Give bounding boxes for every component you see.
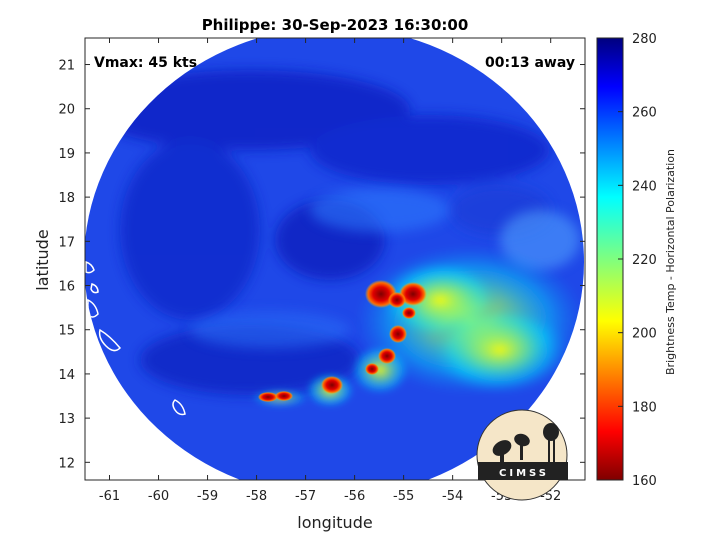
cimss-logo: CIMSS (476, 409, 568, 501)
y-tick-label: 12 (58, 456, 75, 471)
colorbar-tick-label: 260 (632, 106, 657, 121)
map-axes: -61 -60 -59 -58 -57 -56 -55 -54 -53 -52 121314151… (58, 37, 586, 504)
y-tick-label: 20 (58, 103, 75, 118)
colorbar-tick-label: 200 (632, 327, 657, 342)
convective-cores (258, 280, 427, 402)
x-tick-label: -54 (442, 489, 463, 504)
colorbar-ticks: 160 180 200 220 240 260 280 (618, 32, 657, 489)
y-tick-label: 21 (58, 59, 75, 74)
y-tick-label: 18 (58, 191, 75, 206)
y-tick-label: 16 (58, 280, 75, 295)
chart-title: Philippe: 30-Sep-2023 16:30:00 (202, 16, 469, 34)
axes-frame (84, 37, 586, 481)
x-tick-label: -58 (246, 489, 267, 504)
cimss-logo-text: CIMSS (499, 468, 549, 479)
y-tick-label: 14 (58, 368, 75, 383)
colorbar-label: Brightness Temp - Horizontal Polarizatio… (664, 149, 677, 375)
y-tick-label: 17 (58, 235, 75, 250)
y-tick-label: 19 (58, 147, 75, 162)
x-tick-label: -57 (295, 489, 316, 504)
x-axis-label: longitude (297, 513, 372, 532)
colorbar-tick-label: 280 (632, 32, 657, 47)
vmax-label: Vmax: 45 kts (94, 55, 197, 71)
x-tick-label: -59 (197, 489, 218, 504)
brightness-temperature-swath (85, 38, 584, 480)
x-tick-label: -60 (148, 489, 169, 504)
time-offset-label: 00:13 away (485, 55, 575, 71)
y-tick-label: 13 (58, 412, 75, 427)
y-axis-label: latitude (33, 229, 52, 290)
y-tick-label: 15 (58, 324, 75, 339)
y-axis-ticks: 12 13 14 15 16 17 18 19 20 21 (58, 59, 585, 471)
colorbar-tick-label: 180 (632, 400, 657, 415)
colorbar: 160 180 200 220 240 260 280 Brightness Temp - … (596, 32, 677, 489)
x-tick-label: -61 (99, 489, 120, 504)
x-tick-label: -55 (393, 489, 414, 504)
x-tick-label: -56 (344, 489, 365, 504)
colorbar-tick-label: 240 (632, 179, 657, 194)
colorbar-tick-label: 220 (632, 253, 657, 268)
colorbar-tick-label: 160 (632, 474, 657, 489)
